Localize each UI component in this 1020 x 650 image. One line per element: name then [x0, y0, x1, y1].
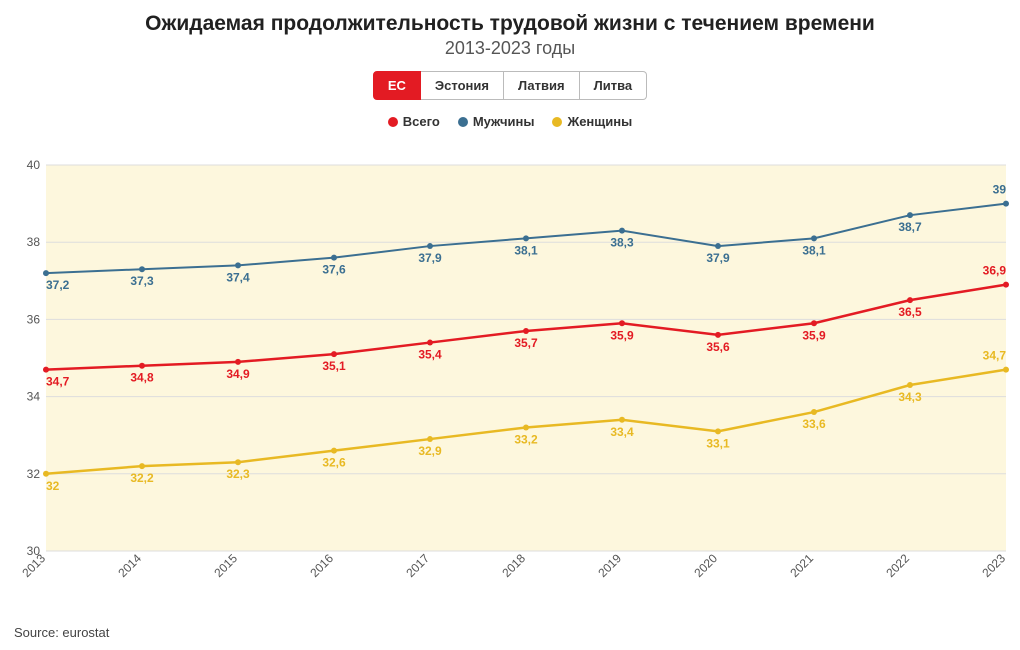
svg-text:35,7: 35,7 [514, 336, 538, 350]
legend-dot-icon [458, 117, 468, 127]
svg-text:32,6: 32,6 [322, 456, 346, 470]
svg-text:32,2: 32,2 [130, 471, 154, 485]
svg-text:40: 40 [27, 158, 41, 172]
chart-subtitle: 2013-2023 годы [0, 38, 1020, 59]
svg-text:2021: 2021 [787, 551, 816, 580]
legend-label: Мужчины [473, 114, 535, 129]
svg-text:2019: 2019 [595, 551, 624, 580]
svg-text:34,8: 34,8 [130, 371, 154, 385]
svg-text:35,6: 35,6 [706, 340, 730, 354]
legend-dot-icon [388, 117, 398, 127]
line-chart: 3032343638402013201420152016201720182019… [10, 155, 1010, 595]
tab-0[interactable]: ЕС [373, 71, 421, 100]
tab-1[interactable]: Эстония [421, 71, 504, 100]
svg-text:38: 38 [27, 235, 41, 249]
legend-item-0: Всего [388, 114, 440, 129]
svg-text:2018: 2018 [499, 551, 528, 580]
legend-item-1: Мужчины [458, 114, 535, 129]
svg-text:33,1: 33,1 [706, 436, 730, 450]
svg-text:34,7: 34,7 [46, 375, 70, 389]
svg-text:36,9: 36,9 [983, 264, 1007, 278]
country-tabs: ЕСЭстонияЛатвияЛитва [0, 71, 1020, 100]
svg-text:38,3: 38,3 [610, 236, 634, 250]
svg-text:37,9: 37,9 [418, 251, 442, 265]
svg-text:2022: 2022 [883, 551, 912, 580]
tab-2[interactable]: Латвия [504, 71, 580, 100]
chart-container: 3032343638402013201420152016201720182019… [10, 155, 1010, 605]
svg-text:35,1: 35,1 [322, 359, 346, 373]
svg-text:2016: 2016 [307, 551, 336, 580]
svg-text:38,1: 38,1 [514, 243, 538, 257]
svg-text:34,9: 34,9 [226, 367, 250, 381]
svg-text:32: 32 [46, 479, 60, 493]
svg-text:32,9: 32,9 [418, 444, 442, 458]
svg-text:36,5: 36,5 [898, 305, 922, 319]
chart-title: Ожидаемая продолжительность трудовой жиз… [0, 0, 1020, 36]
svg-text:37,3: 37,3 [130, 274, 154, 288]
legend-label: Всего [403, 114, 440, 129]
svg-text:35,9: 35,9 [610, 328, 634, 342]
svg-text:38,1: 38,1 [802, 243, 826, 257]
svg-text:2013: 2013 [19, 551, 48, 580]
legend-label: Женщины [567, 114, 632, 129]
svg-text:33,2: 33,2 [514, 432, 538, 446]
svg-text:37,2: 37,2 [46, 278, 70, 292]
svg-text:33,4: 33,4 [610, 425, 634, 439]
svg-text:2014: 2014 [115, 551, 144, 580]
svg-text:32: 32 [27, 467, 41, 481]
svg-text:33,6: 33,6 [802, 417, 826, 431]
svg-text:39: 39 [993, 183, 1007, 197]
source-label: Source: eurostat [14, 625, 109, 640]
svg-text:37,6: 37,6 [322, 263, 346, 277]
svg-text:35,9: 35,9 [802, 328, 826, 342]
svg-text:35,4: 35,4 [418, 348, 442, 362]
legend-dot-icon [552, 117, 562, 127]
svg-text:37,4: 37,4 [226, 270, 250, 284]
legend-item-2: Женщины [552, 114, 632, 129]
svg-text:34,7: 34,7 [983, 349, 1007, 363]
svg-text:2017: 2017 [403, 551, 432, 580]
legend: Всего Мужчины Женщины [0, 114, 1020, 129]
svg-text:32,3: 32,3 [226, 467, 250, 481]
svg-text:34,3: 34,3 [898, 390, 922, 404]
svg-text:2023: 2023 [979, 551, 1008, 580]
tab-3[interactable]: Литва [580, 71, 648, 100]
svg-text:36: 36 [27, 312, 41, 326]
svg-text:2015: 2015 [211, 551, 240, 580]
svg-text:38,7: 38,7 [898, 220, 922, 234]
svg-text:34: 34 [27, 390, 41, 404]
svg-text:2020: 2020 [691, 551, 720, 580]
svg-text:37,9: 37,9 [706, 251, 730, 265]
